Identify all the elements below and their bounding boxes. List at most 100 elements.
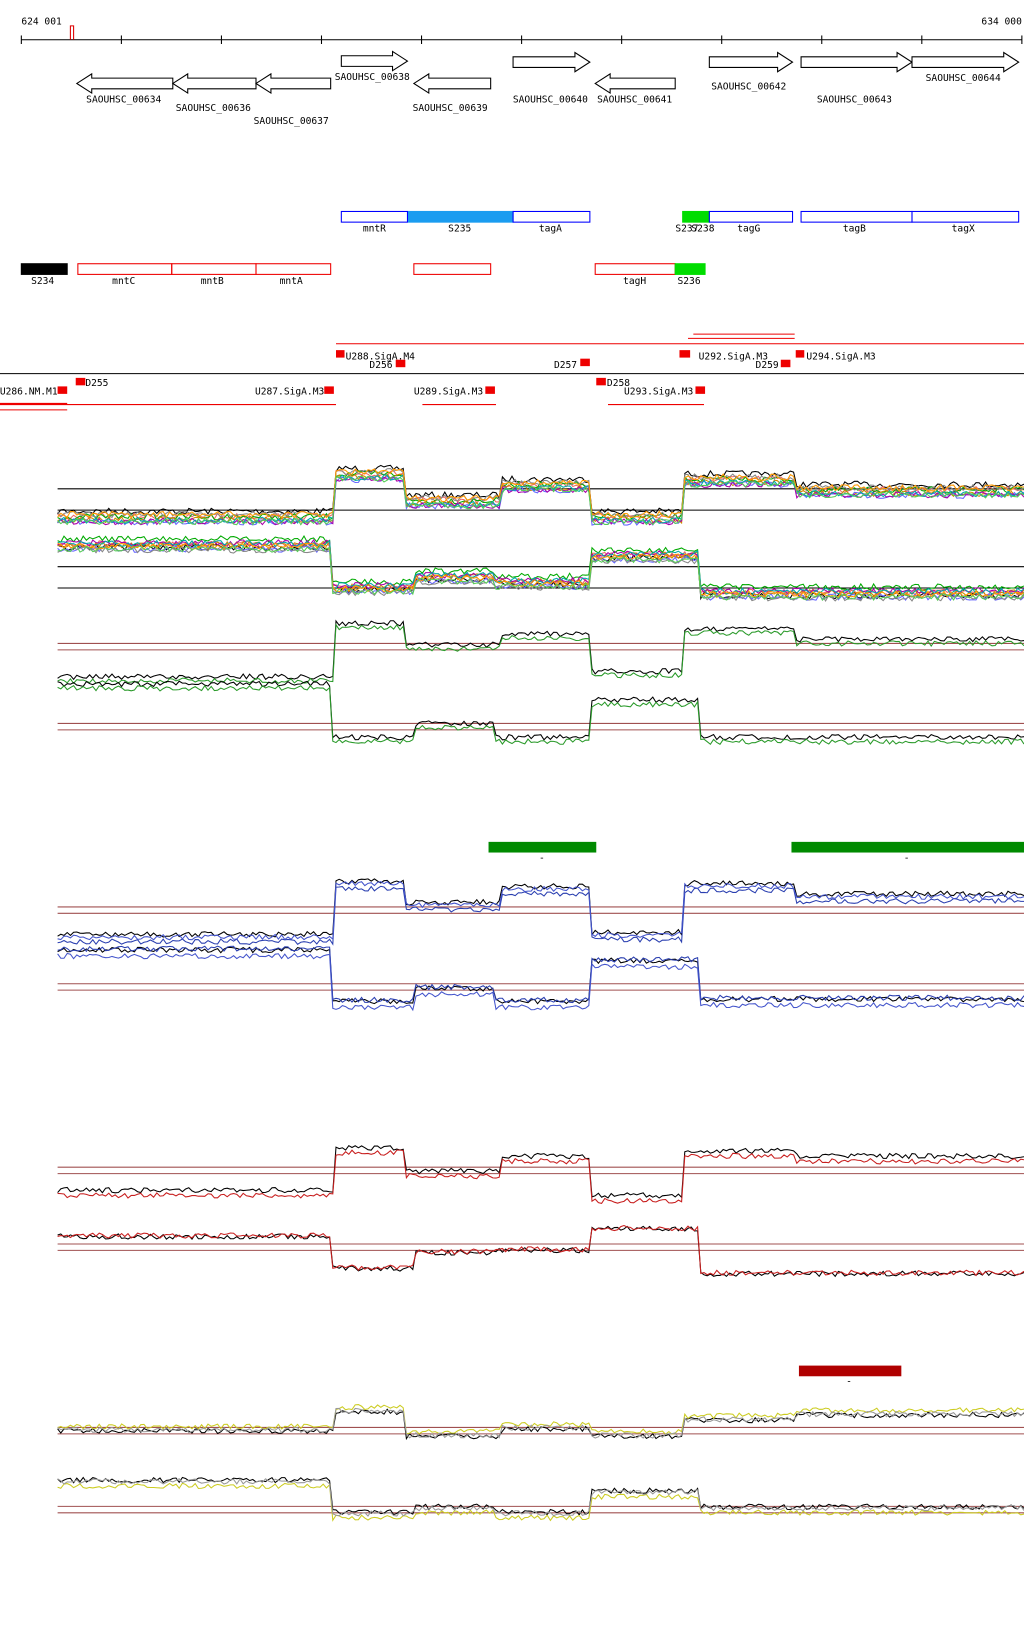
feature-label: S234 (31, 276, 54, 287)
gene-label: SAOUHSC_00643 (817, 94, 892, 105)
gene-arrow (594, 72, 676, 95)
expression-trace (57, 680, 1024, 741)
gene-label: SAOUHSC_00637 (254, 116, 329, 127)
gene-arrow (911, 51, 1020, 73)
feature (20, 263, 68, 275)
site-label: U288.SigA.M4 (346, 352, 416, 363)
feature (674, 263, 706, 275)
site-label: U294.SigA.M3 (806, 352, 876, 363)
gene-label: SAOUHSC_00644 (926, 73, 1001, 84)
expression-trace (57, 1224, 1024, 1277)
feature-label: S236 (678, 276, 701, 287)
gene-arrow (171, 72, 257, 95)
site-label: U286.NM.M1 (0, 387, 58, 398)
expression-trace (57, 885, 1024, 946)
feature (171, 263, 257, 275)
expression-trace (57, 684, 1024, 746)
gene-label: SAOUHSC_00636 (176, 103, 251, 114)
site-marker (780, 359, 791, 368)
feature-label: S235 (448, 224, 471, 235)
expression-trace (57, 540, 1024, 597)
region-bar (488, 841, 597, 853)
site-marker (580, 358, 590, 367)
site-label: U292.SigA.M3 (699, 352, 769, 363)
feature (255, 263, 332, 275)
site-label: D256 (369, 360, 392, 371)
expression-trace (57, 542, 1024, 599)
feature (594, 263, 676, 275)
expression-trace (57, 1149, 1024, 1204)
expression-trace (57, 878, 1024, 938)
feature (512, 210, 591, 223)
expression-trace (57, 619, 1024, 681)
gene-label: SAOUHSC_00639 (413, 103, 488, 114)
site-marker (596, 377, 606, 386)
feature-label: tagH (623, 276, 646, 287)
expression-trace (57, 880, 1024, 941)
feature (800, 210, 913, 223)
gene-arrow (800, 51, 913, 73)
gene-label: SAOUHSC_00634 (86, 94, 161, 105)
feature-label: mntR (363, 224, 386, 235)
expression-trace (57, 475, 1024, 526)
site-label: D258 (607, 378, 630, 389)
gene-arrow (340, 50, 409, 72)
feature-label: mntB (201, 276, 224, 287)
feature-label: tagX (952, 224, 975, 235)
ruler-start: 624 001 (21, 17, 62, 28)
gene-arrow (255, 72, 332, 95)
expression-trace (57, 952, 1024, 1012)
site-label: U287.SigA.M3 (255, 387, 325, 398)
feature (682, 210, 710, 223)
expression-trace (57, 539, 1024, 596)
region-bar (798, 1365, 902, 1377)
expression-trace (57, 1403, 1024, 1436)
expression-trace (57, 945, 1024, 1004)
site-lines (0, 333, 1024, 411)
site-marker (395, 359, 406, 368)
feature (413, 263, 492, 275)
expression-trace (57, 1478, 1024, 1517)
expression-trace (57, 1408, 1024, 1441)
region-label: - (904, 853, 910, 864)
ruler-end: 634 000 (981, 17, 1022, 28)
expression-trace (57, 468, 1024, 519)
region-label: - (539, 853, 545, 864)
site-marker (336, 350, 345, 358)
gene-arrow (512, 51, 591, 73)
feature (77, 263, 173, 275)
site-marker (57, 386, 68, 394)
site-label: U289.SigA.M3 (414, 387, 484, 398)
feature (911, 210, 1020, 223)
expression-trace (57, 623, 1024, 685)
expression-trace (57, 534, 1024, 592)
expression-trace (57, 470, 1024, 521)
gene-label: SAOUHSC_00640 (513, 94, 588, 105)
feature-label: mntC (112, 276, 135, 287)
feature-label: S238 (691, 224, 714, 235)
expression-trace (57, 544, 1024, 602)
expression-trace (57, 1482, 1024, 1522)
feature-label: mntA (280, 276, 303, 287)
feature (408, 210, 514, 223)
feature-label: S237 (675, 224, 698, 235)
feature (708, 210, 794, 223)
gene-arrow (412, 72, 492, 95)
site-marker (485, 386, 495, 394)
expression-tracks (57, 464, 1024, 1522)
feature-label: tagA (539, 224, 562, 235)
site-marker (679, 350, 691, 358)
feature-label: tagG (737, 224, 760, 235)
gene-label: SAOUHSC_00642 (711, 82, 786, 93)
site-marker (324, 386, 334, 394)
region-label: - (846, 1377, 852, 1388)
gene-arrow (708, 51, 794, 73)
ruler-marker (69, 25, 75, 40)
region-bar (791, 841, 1024, 853)
site-marker (795, 350, 805, 358)
feature (340, 210, 408, 223)
site-marker (695, 386, 706, 394)
gene-label: SAOUHSC_00638 (335, 72, 410, 83)
expression-trace (57, 1407, 1024, 1439)
